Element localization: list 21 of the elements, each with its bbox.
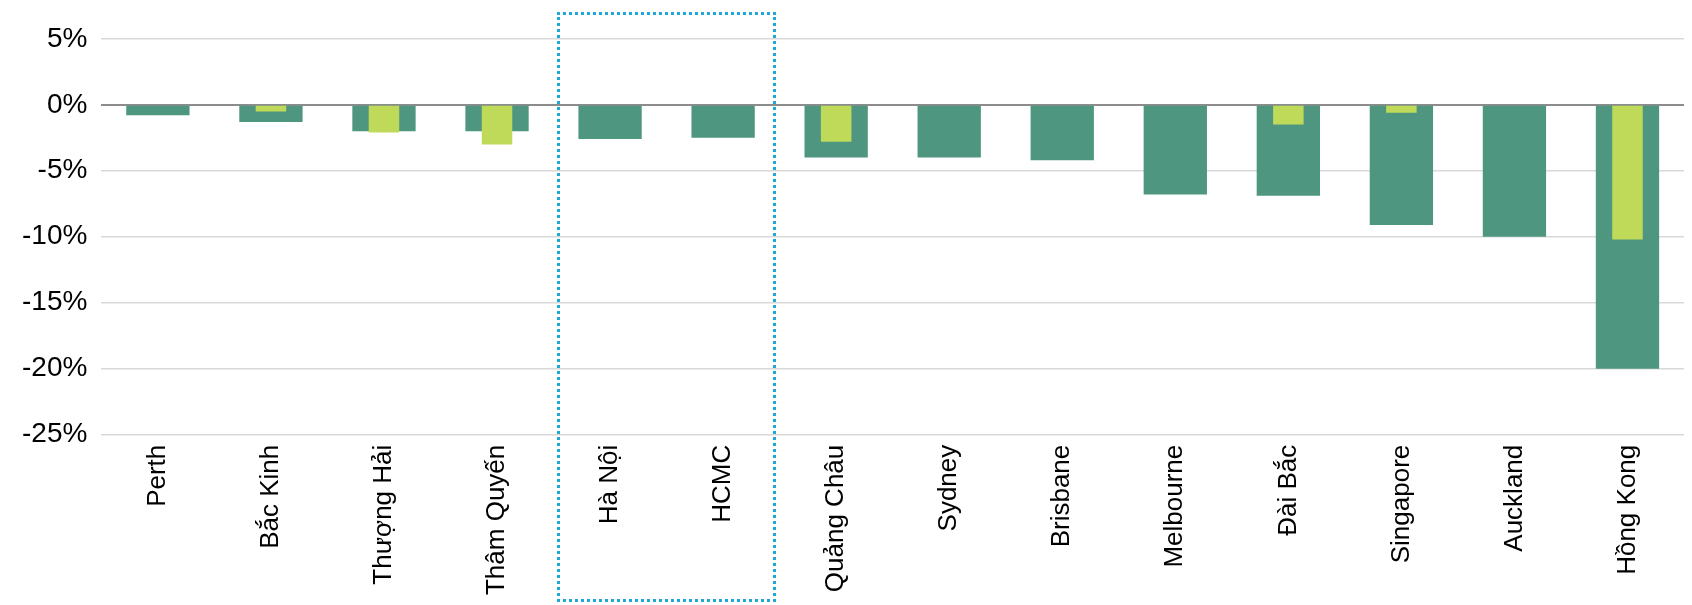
y-tick-label: 5% [46,21,88,53]
x-tick-label: Perth [141,444,172,507]
y-tick-label: -20% [21,351,88,383]
y-tick-label: -15% [21,285,88,317]
x-tick-label: Brisbane [1045,444,1076,548]
x-tick-label: Auckland [1497,444,1528,552]
x-tick-label: Hồng Kong [1610,444,1641,575]
y-tick-label: 0% [46,87,88,119]
x-tick-label: Sydney [932,444,963,532]
x-tick-label: Quảng Châu [819,444,850,593]
x-tick-label: Hà Nội [593,444,624,525]
x-tick-label: Melbourne [1158,444,1189,568]
y-tick-label: -5% [37,153,88,185]
y-tick-label: -10% [21,219,88,251]
x-tick-label: Singapore [1384,444,1415,564]
y-tick-label: -25% [21,417,88,449]
x-tick-label: Đài Bắc [1271,444,1302,536]
x-tick-label: Thượng Hải [367,444,398,585]
x-tick-label: Thâm Quyến [480,444,511,596]
x-tick-label: Bắc Kinh [254,444,285,549]
x-tick-label: HCMC [706,444,737,523]
